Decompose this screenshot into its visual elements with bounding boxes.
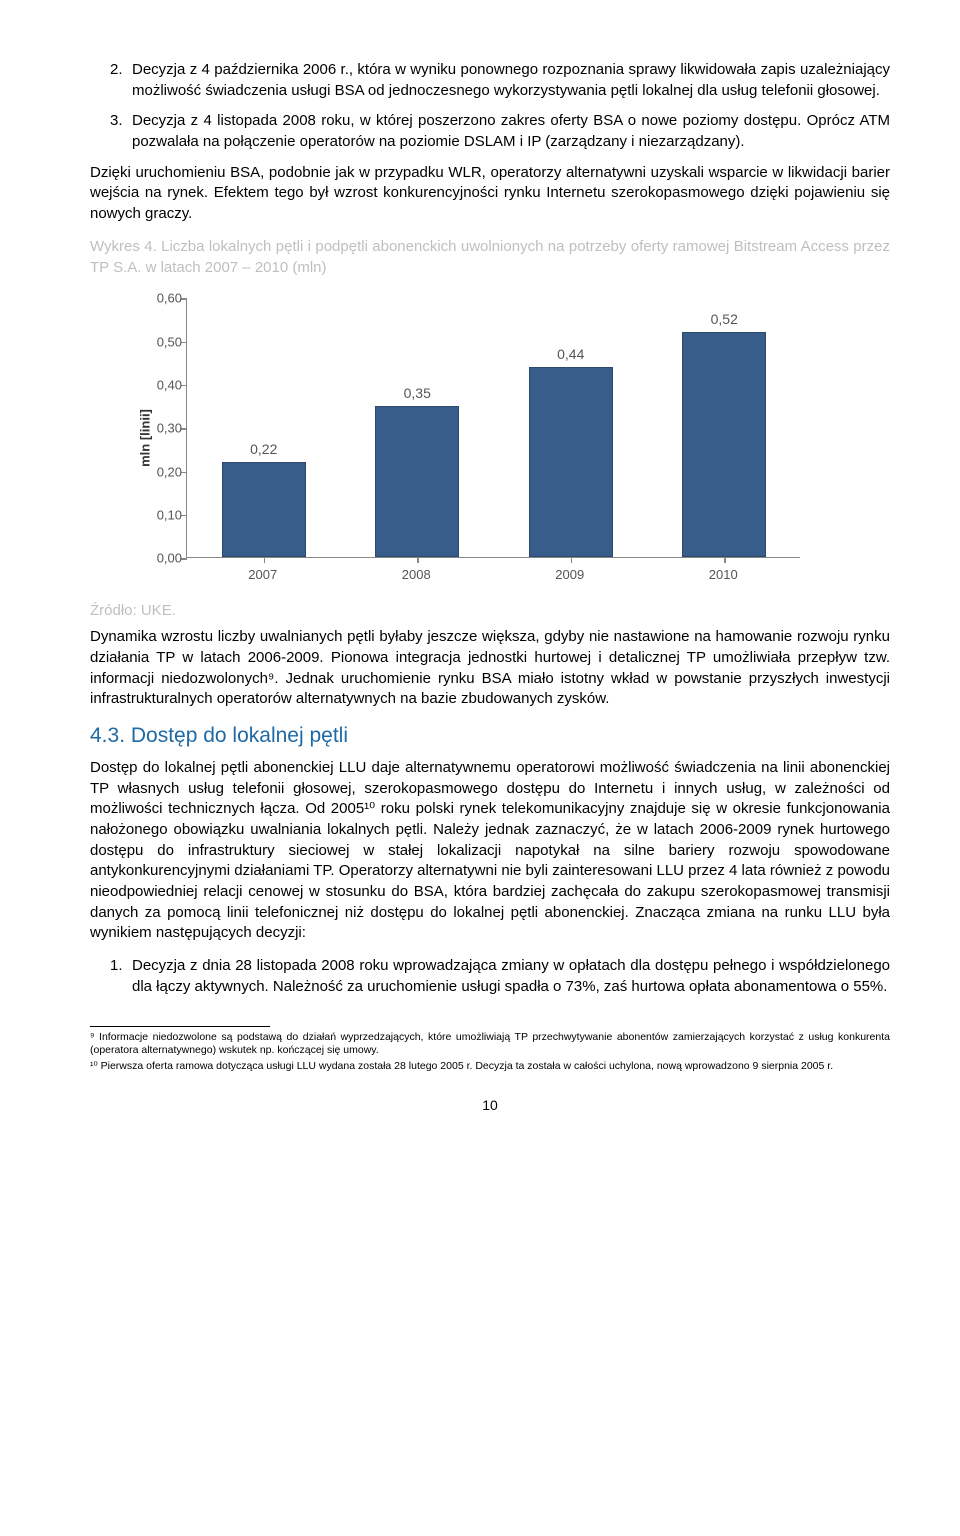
footnote: ¹⁰ Pierwsza oferta ramowa dotycząca usłu… bbox=[90, 1060, 890, 1074]
chart-caption: Wykres 4. Liczba lokalnych pętli i podpę… bbox=[90, 237, 890, 278]
paragraph: Dostęp do lokalnej pętli abonenckiej LLU… bbox=[90, 758, 890, 944]
chart-x-tick: 2007 bbox=[248, 567, 277, 582]
numbered-list-item: 3.Decyzja z 4 listopada 2008 roku, w któ… bbox=[90, 111, 890, 152]
chart-y-tick: 0,60 bbox=[146, 291, 182, 306]
chart-x-tick: 2009 bbox=[555, 567, 584, 582]
chart-bar-label: 0,52 bbox=[711, 311, 738, 327]
footnote-separator bbox=[90, 1026, 270, 1027]
chart-bar: 0,52 bbox=[682, 332, 766, 557]
chart-x-tick: 2010 bbox=[709, 567, 738, 582]
chart-bar-label: 0,44 bbox=[557, 346, 584, 362]
chart-source: Źródło: UKE. bbox=[90, 602, 890, 619]
chart-bar-label: 0,22 bbox=[250, 441, 277, 457]
paragraph: Dzięki uruchomieniu BSA, podobnie jak w … bbox=[90, 163, 890, 225]
page-number: 10 bbox=[90, 1097, 890, 1113]
section-heading: 4.3. Dostęp do lokalnej pętli bbox=[90, 724, 890, 748]
chart-y-tick: 0,40 bbox=[146, 377, 182, 392]
numbered-list-item: 1.Decyzja z dnia 28 listopada 2008 roku … bbox=[90, 956, 890, 997]
chart-bar: 0,44 bbox=[529, 367, 613, 558]
chart-bar: 0,35 bbox=[375, 406, 459, 558]
numbered-list-item: 2.Decyzja z 4 października 2006 r., któr… bbox=[90, 60, 890, 101]
chart-y-axis-label: mln [linii] bbox=[137, 409, 152, 467]
chart-bar: 0,22 bbox=[222, 462, 306, 557]
chart-container: mln [linii] 0,22 0,35 0,44 0,52 0,00 0,10 0,2… bbox=[130, 288, 810, 588]
chart-x-tick: 2008 bbox=[402, 567, 431, 582]
paragraph: Dynamika wzrostu liczby uwalnianych pętl… bbox=[90, 627, 890, 710]
chart-bar-label: 0,35 bbox=[404, 385, 431, 401]
chart-y-tick: 0,10 bbox=[146, 507, 182, 522]
chart-y-tick: 0,20 bbox=[146, 464, 182, 479]
footnote: ⁹ Informacje niedozwolone są podstawą do… bbox=[90, 1031, 890, 1058]
chart-y-tick: 0,30 bbox=[146, 421, 182, 436]
chart-y-tick: 0,50 bbox=[146, 334, 182, 349]
chart-y-tick: 0,00 bbox=[146, 551, 182, 566]
